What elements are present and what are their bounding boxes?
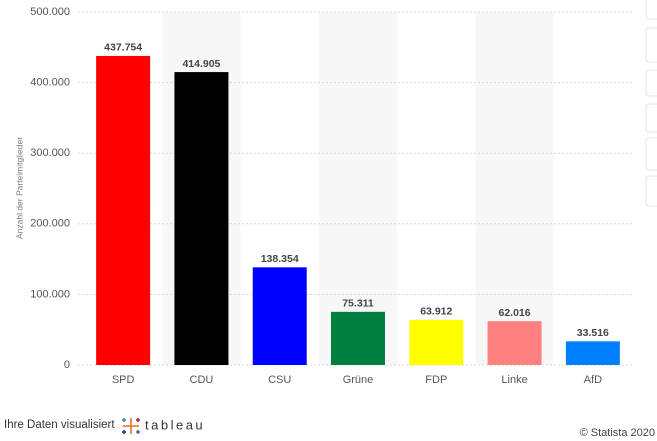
value-label: 62.016 [499,307,531,319]
x-tick-label: AfD [584,374,602,386]
value-label: 138.354 [261,253,299,265]
tableau-icon [122,418,140,434]
bar [487,321,542,365]
bar [331,311,385,365]
y-tick-label: 0 [64,359,70,371]
value-label: 63.912 [420,306,452,318]
x-tick-label: SPD [112,374,135,386]
y-tick-label: 400.000 [30,77,70,89]
copyright: © Statista 2020 [580,427,655,439]
y-tick-label: 300.000 [30,147,70,159]
bar [96,55,151,365]
bar [565,341,620,365]
value-label: 414.905 [182,58,220,70]
bar [409,319,464,365]
footer-credit: Ihre Daten visualisiert [4,419,115,431]
value-label: 437.754 [104,42,142,54]
x-tick-label: Grüne [343,374,374,386]
x-tick-label: Linke [501,374,527,386]
column-band [475,12,554,365]
value-label: 33.516 [577,327,609,339]
footer-logo: tableau [145,417,205,432]
bar [252,267,307,365]
y-tick-label: 100.000 [30,288,70,300]
y-axis-label: Anzahl der Parteimitglieder [14,137,24,239]
x-tick-label: CDU [190,374,214,386]
y-tick-label: 200.000 [30,218,70,230]
y-tick-label: 500.000 [30,6,70,18]
bar [174,72,229,365]
x-tick-label: FDP [425,374,447,386]
x-tick-label: CSU [268,374,291,386]
toolbar [645,0,657,207]
value-label: 75.311 [342,298,374,310]
column-band [318,12,398,365]
